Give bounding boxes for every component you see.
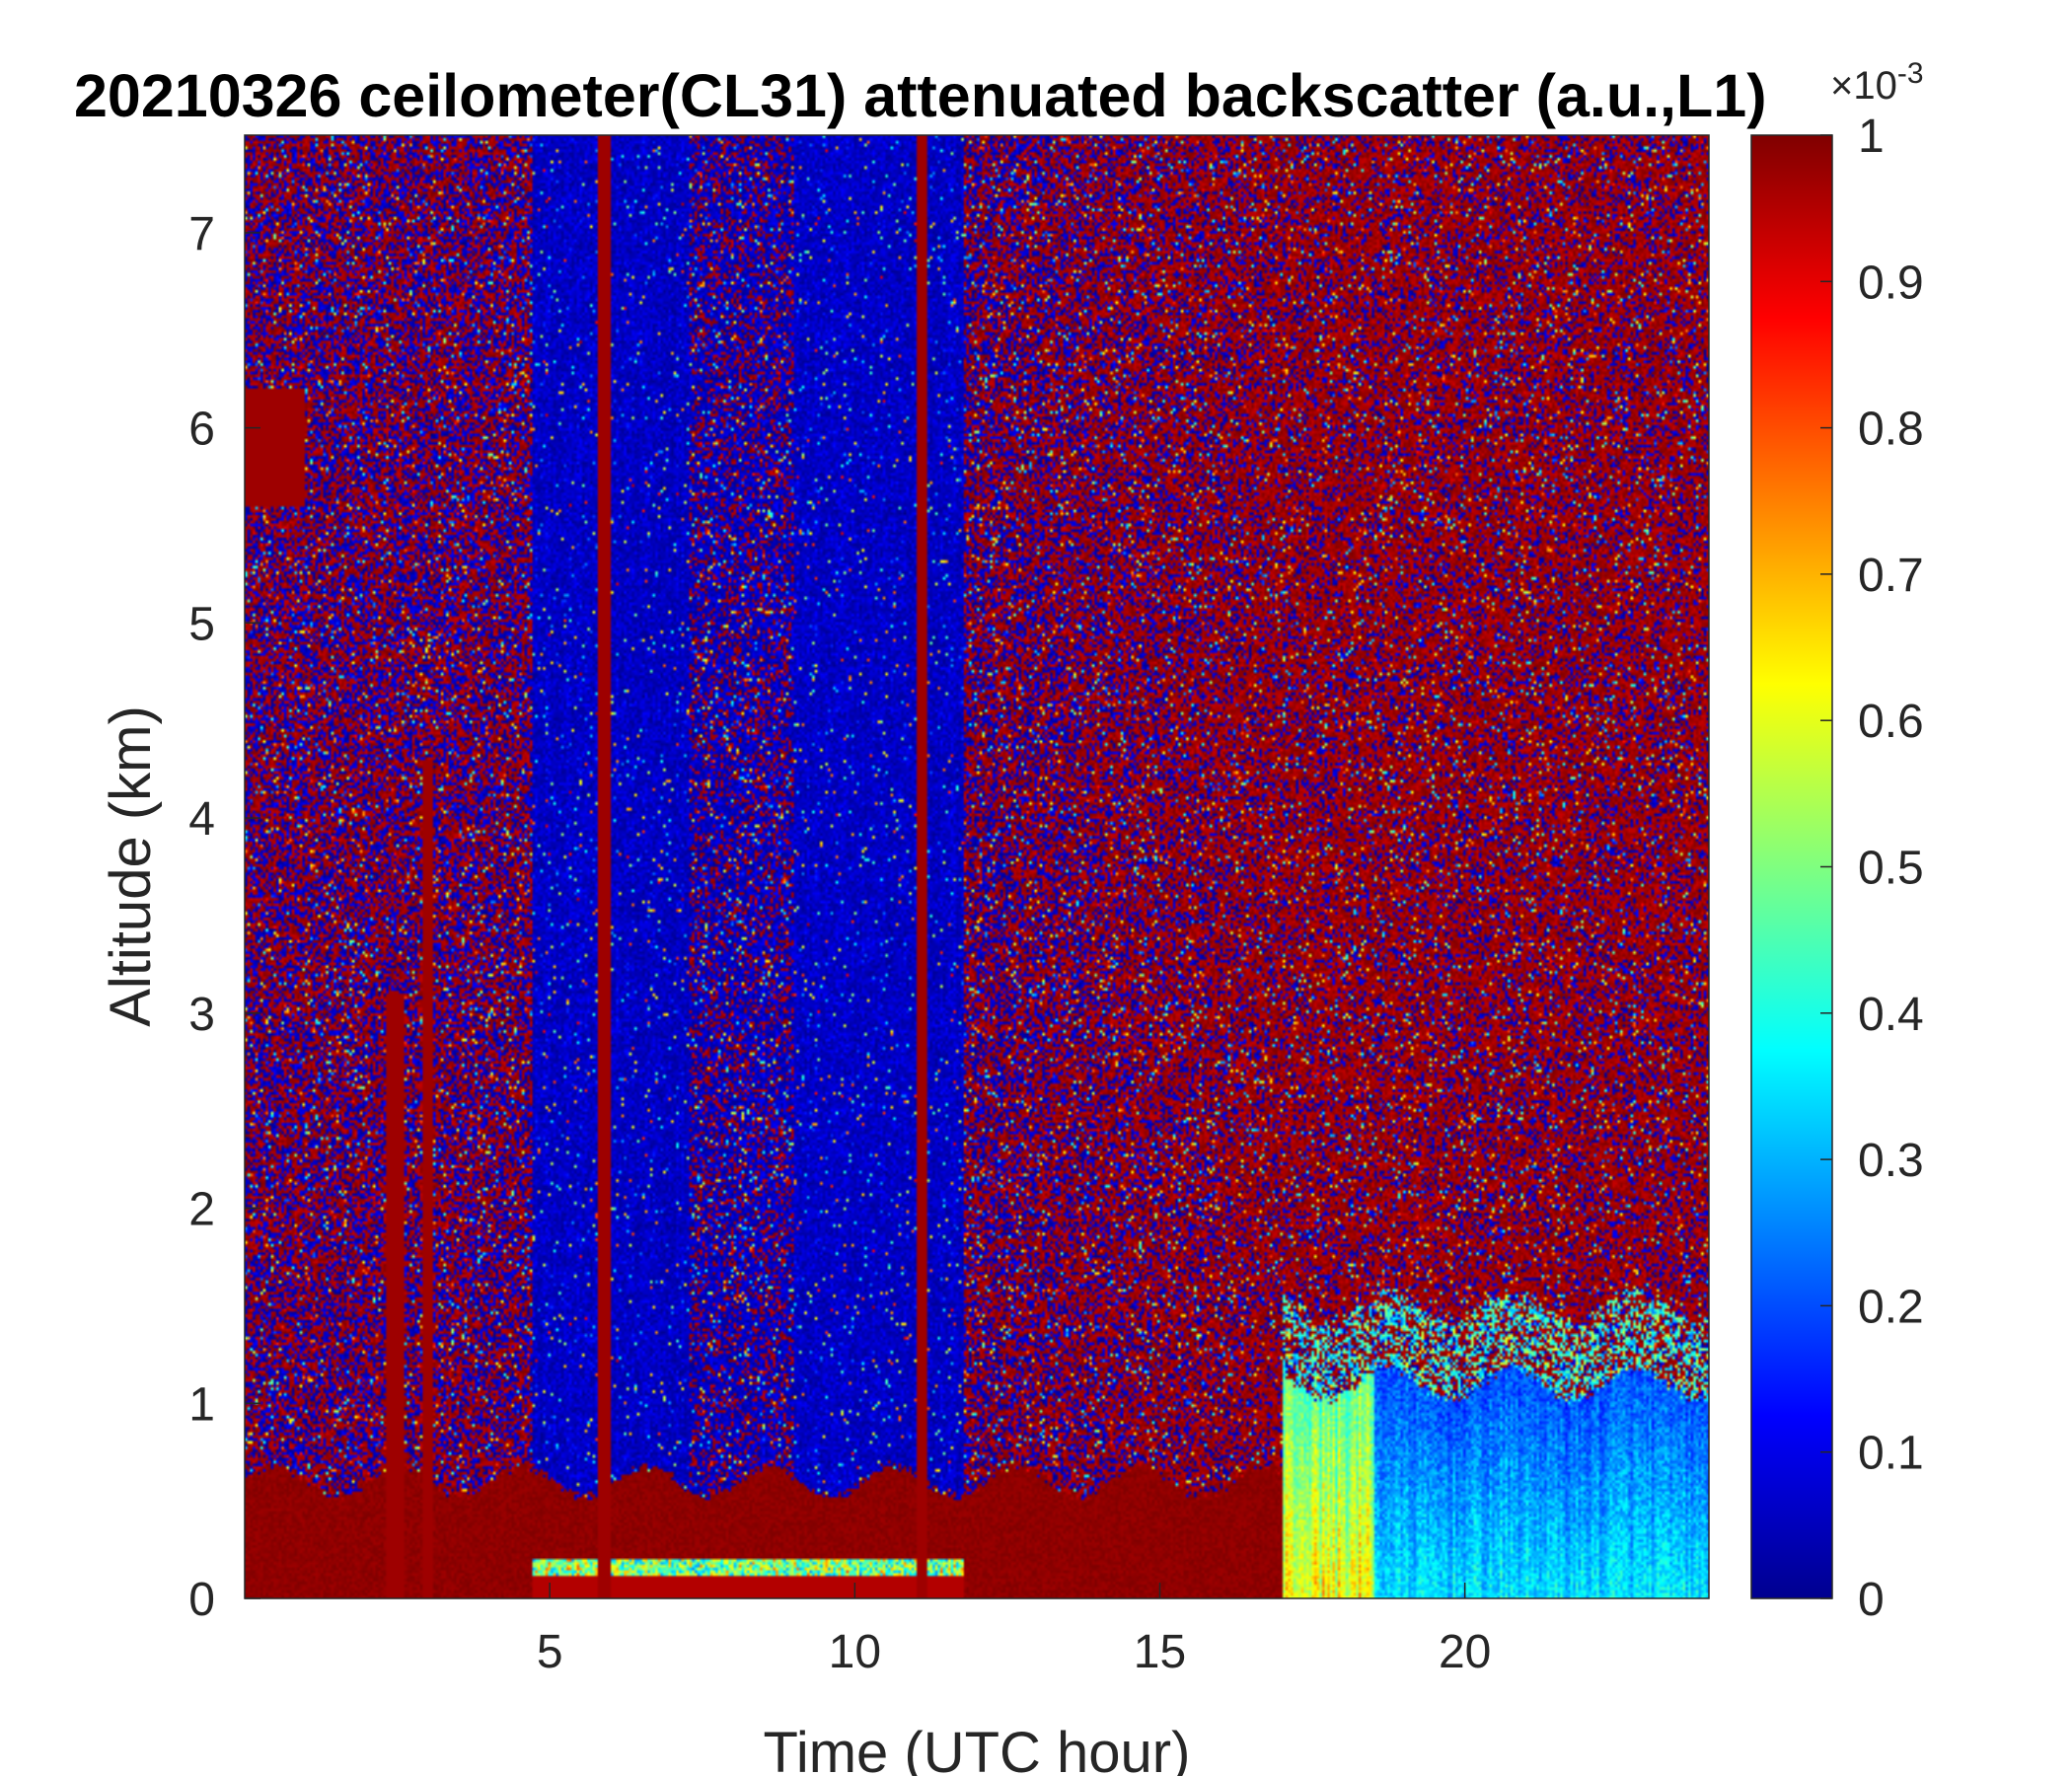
x-axis-label: Time (UTC hour) [764, 1721, 1191, 1776]
y-tick-label: 7 [188, 208, 215, 260]
x-tick-label: 5 [537, 1626, 563, 1678]
y-tick-label: 2 [188, 1184, 215, 1236]
colorbar-axis: 0 0.1 0.2 0.3 0.4 0.5 0.6 0.7 0.8 0.9 1 [1820, 111, 1924, 1626]
colorbar-tick-label: 0.4 [1858, 989, 1924, 1041]
plot-frame [244, 134, 1710, 1599]
x-tick-label: 15 [1134, 1626, 1186, 1678]
colorbar-exponent-base: ×10 [1830, 64, 1897, 108]
y-tick-label: 6 [188, 404, 215, 456]
y-tick-label: 5 [188, 598, 215, 650]
x-axis: 5 10 15 20 [537, 1583, 1491, 1678]
x-tick-label: 20 [1439, 1626, 1491, 1678]
x-tick-label: 10 [829, 1626, 881, 1678]
heatmap-image [245, 135, 1709, 1598]
y-tick-label: 3 [188, 989, 215, 1041]
y-tick-label: 4 [188, 793, 215, 846]
heatmap-area [245, 135, 1709, 1598]
colorbar-tick-label: 0.5 [1858, 843, 1924, 895]
y-axis-label: Altitude (km) [99, 705, 163, 1027]
colorbar-tick-label: 0.6 [1858, 696, 1924, 748]
colorbar-tick-label: 0.2 [1858, 1281, 1924, 1333]
chart-title: 20210326 ceilometer(CL31) attenuated bac… [74, 62, 1767, 129]
colorbar-tick-label: 1 [1858, 111, 1885, 163]
colorbar-tick-label: 0 [1858, 1574, 1885, 1626]
y-tick-label: 0 [188, 1574, 215, 1626]
colorbar-tick-label: 0.1 [1858, 1428, 1924, 1480]
colorbar [1750, 134, 1833, 1599]
colorbar-exponent-power: -3 [1896, 57, 1924, 90]
colorbar-tick-label: 0.7 [1858, 550, 1924, 602]
colorbar-tick-label: 0.9 [1858, 257, 1924, 309]
colorbar-tick-label: 0.3 [1858, 1135, 1924, 1187]
colorbar-tick-label: 0.8 [1858, 404, 1924, 456]
colorbar-exponent: ×10-3 [1830, 57, 1924, 109]
y-axis: 0 1 2 3 4 5 6 7 [188, 208, 260, 1626]
y-tick-label: 1 [188, 1378, 215, 1431]
